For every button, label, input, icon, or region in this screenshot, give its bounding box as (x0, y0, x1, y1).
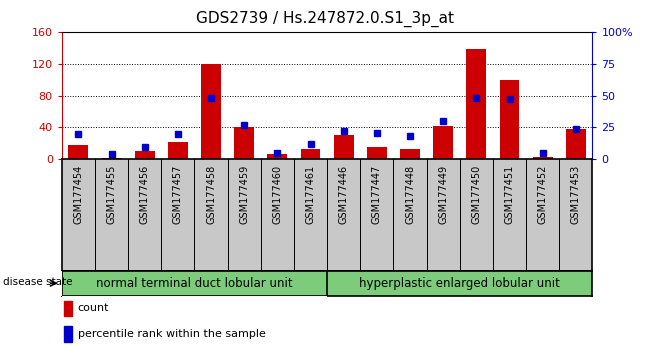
Bar (201, 64, 221, 159)
Text: GSM177446: GSM177446 (339, 165, 349, 224)
Text: normal terminal duct lobular unit: normal terminal duct lobular unit (96, 277, 293, 290)
Bar (566, 129, 586, 159)
Bar (168, 142, 188, 159)
Text: GSM177453: GSM177453 (571, 165, 581, 224)
Text: hyperplastic enlarged lobular unit: hyperplastic enlarged lobular unit (359, 277, 561, 290)
Text: GSM177459: GSM177459 (239, 165, 249, 224)
Text: GSM177448: GSM177448 (405, 165, 415, 224)
Text: GDS2739 / Hs.247872.0.S1_3p_at: GDS2739 / Hs.247872.0.S1_3p_at (197, 11, 454, 27)
Text: GSM177447: GSM177447 (372, 165, 382, 224)
Bar (234, 127, 254, 159)
Text: count: count (77, 303, 109, 313)
Text: GSM177452: GSM177452 (538, 165, 547, 224)
Bar (400, 149, 420, 159)
Bar (301, 149, 320, 159)
Bar (533, 157, 553, 159)
Text: GSM177454: GSM177454 (74, 165, 83, 224)
Text: GSM177456: GSM177456 (140, 165, 150, 224)
Bar (64, 301, 72, 316)
Bar (334, 135, 353, 159)
Bar (135, 152, 155, 159)
Text: GSM177460: GSM177460 (272, 165, 283, 224)
Text: GSM177458: GSM177458 (206, 165, 216, 224)
Text: percentile rank within the sample: percentile rank within the sample (77, 329, 266, 339)
Text: GSM177455: GSM177455 (107, 165, 117, 224)
Bar (64, 326, 72, 342)
Bar (433, 126, 453, 159)
Bar (466, 49, 486, 159)
Bar (367, 147, 387, 159)
Text: GSM177450: GSM177450 (471, 165, 481, 224)
Bar (68, 145, 89, 159)
Text: GSM177457: GSM177457 (173, 165, 183, 224)
Bar (268, 154, 287, 159)
Bar (499, 80, 519, 159)
Bar (102, 158, 122, 159)
Text: GSM177451: GSM177451 (505, 165, 514, 224)
Text: GSM177449: GSM177449 (438, 165, 448, 224)
Text: GSM177461: GSM177461 (305, 165, 316, 224)
Text: disease state: disease state (3, 277, 73, 287)
